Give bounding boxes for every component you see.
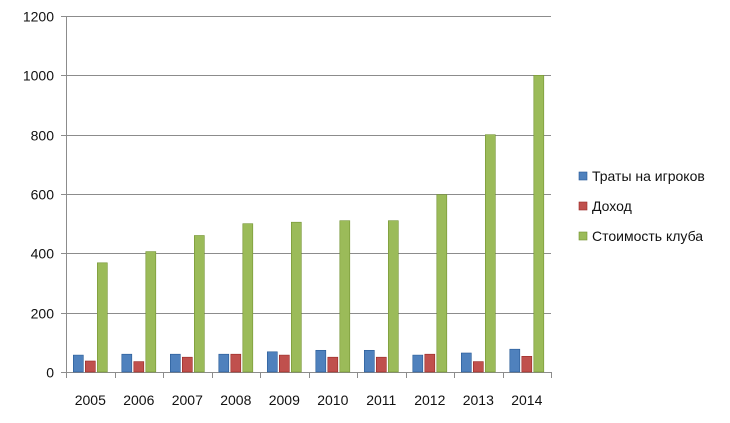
bar bbox=[170, 353, 181, 373]
bar bbox=[182, 356, 193, 373]
bar bbox=[472, 361, 484, 373]
bar bbox=[278, 354, 290, 373]
bar bbox=[339, 220, 351, 373]
legend-label: Доход bbox=[592, 198, 632, 214]
legend: Траты на игроков Доход Стоимость клуба bbox=[578, 168, 705, 244]
bar bbox=[315, 349, 327, 373]
axes bbox=[61, 16, 552, 378]
y-tick-label: 200 bbox=[31, 306, 55, 322]
bar bbox=[484, 134, 496, 373]
bar bbox=[424, 353, 436, 373]
bar bbox=[460, 352, 472, 373]
y-tick-label: 0 bbox=[46, 365, 54, 381]
x-tick-label: 2014 bbox=[511, 392, 542, 408]
y-tick-label: 1000 bbox=[23, 68, 54, 84]
bar bbox=[363, 349, 375, 373]
bar bbox=[290, 221, 302, 373]
x-tick-label: 2008 bbox=[220, 392, 251, 408]
bar bbox=[230, 353, 242, 373]
bar bbox=[133, 361, 145, 373]
x-tick-label: 2010 bbox=[317, 392, 348, 408]
bar bbox=[412, 354, 424, 373]
bar bbox=[97, 262, 108, 373]
y-tick-label: 600 bbox=[31, 187, 55, 203]
bar bbox=[436, 194, 448, 373]
bar bbox=[194, 235, 205, 373]
y-tick-label: 1200 bbox=[23, 9, 54, 25]
x-tick-label: 2013 bbox=[463, 392, 494, 408]
bars bbox=[73, 75, 545, 373]
x-tick-label: 2006 bbox=[123, 392, 154, 408]
y-tick-label: 400 bbox=[31, 246, 55, 262]
bar bbox=[521, 355, 533, 373]
tick-labels: 0 200 400 600 800 1000 1200 2005 2006 2007 2008 200… bbox=[23, 9, 543, 409]
legend-swatch bbox=[578, 231, 588, 241]
bar bbox=[121, 353, 133, 373]
x-tick-label: 2011 bbox=[366, 392, 396, 408]
bar bbox=[218, 353, 230, 373]
bar bbox=[375, 356, 387, 373]
y-tick-label: 800 bbox=[31, 128, 55, 144]
gridlines bbox=[66, 16, 551, 314]
x-tick-label: 2012 bbox=[414, 392, 445, 408]
x-tick-label: 2009 bbox=[269, 392, 300, 408]
x-tick-label: 2007 bbox=[172, 392, 203, 408]
bar bbox=[509, 348, 521, 373]
legend-swatch bbox=[578, 171, 588, 181]
bar bbox=[327, 356, 339, 373]
bar bbox=[533, 75, 545, 373]
legend-label: Стоимость клуба bbox=[592, 228, 703, 244]
bar bbox=[387, 220, 399, 373]
x-tick-label: 2005 bbox=[75, 392, 106, 408]
bar bbox=[145, 251, 157, 373]
bar bbox=[85, 360, 96, 373]
legend-swatch bbox=[578, 201, 588, 211]
bar bbox=[266, 351, 278, 373]
legend-label: Траты на игроков bbox=[592, 168, 705, 184]
bar bbox=[242, 223, 254, 373]
bar bbox=[73, 354, 84, 373]
